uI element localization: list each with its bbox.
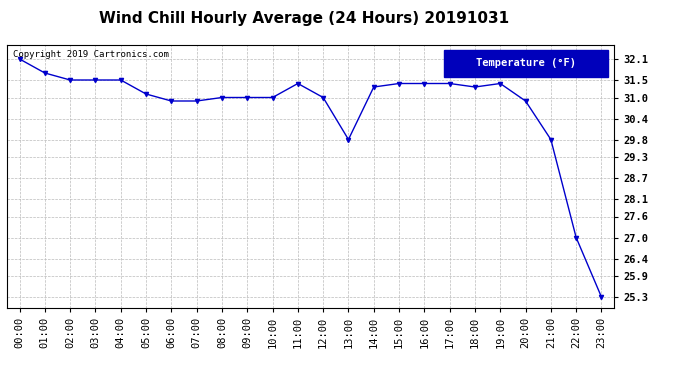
Text: Temperature (°F): Temperature (°F) — [476, 58, 576, 68]
Text: Copyright 2019 Cartronics.com: Copyright 2019 Cartronics.com — [13, 50, 169, 59]
FancyBboxPatch shape — [444, 50, 608, 76]
Text: Wind Chill Hourly Average (24 Hours) 20191031: Wind Chill Hourly Average (24 Hours) 201… — [99, 11, 509, 26]
